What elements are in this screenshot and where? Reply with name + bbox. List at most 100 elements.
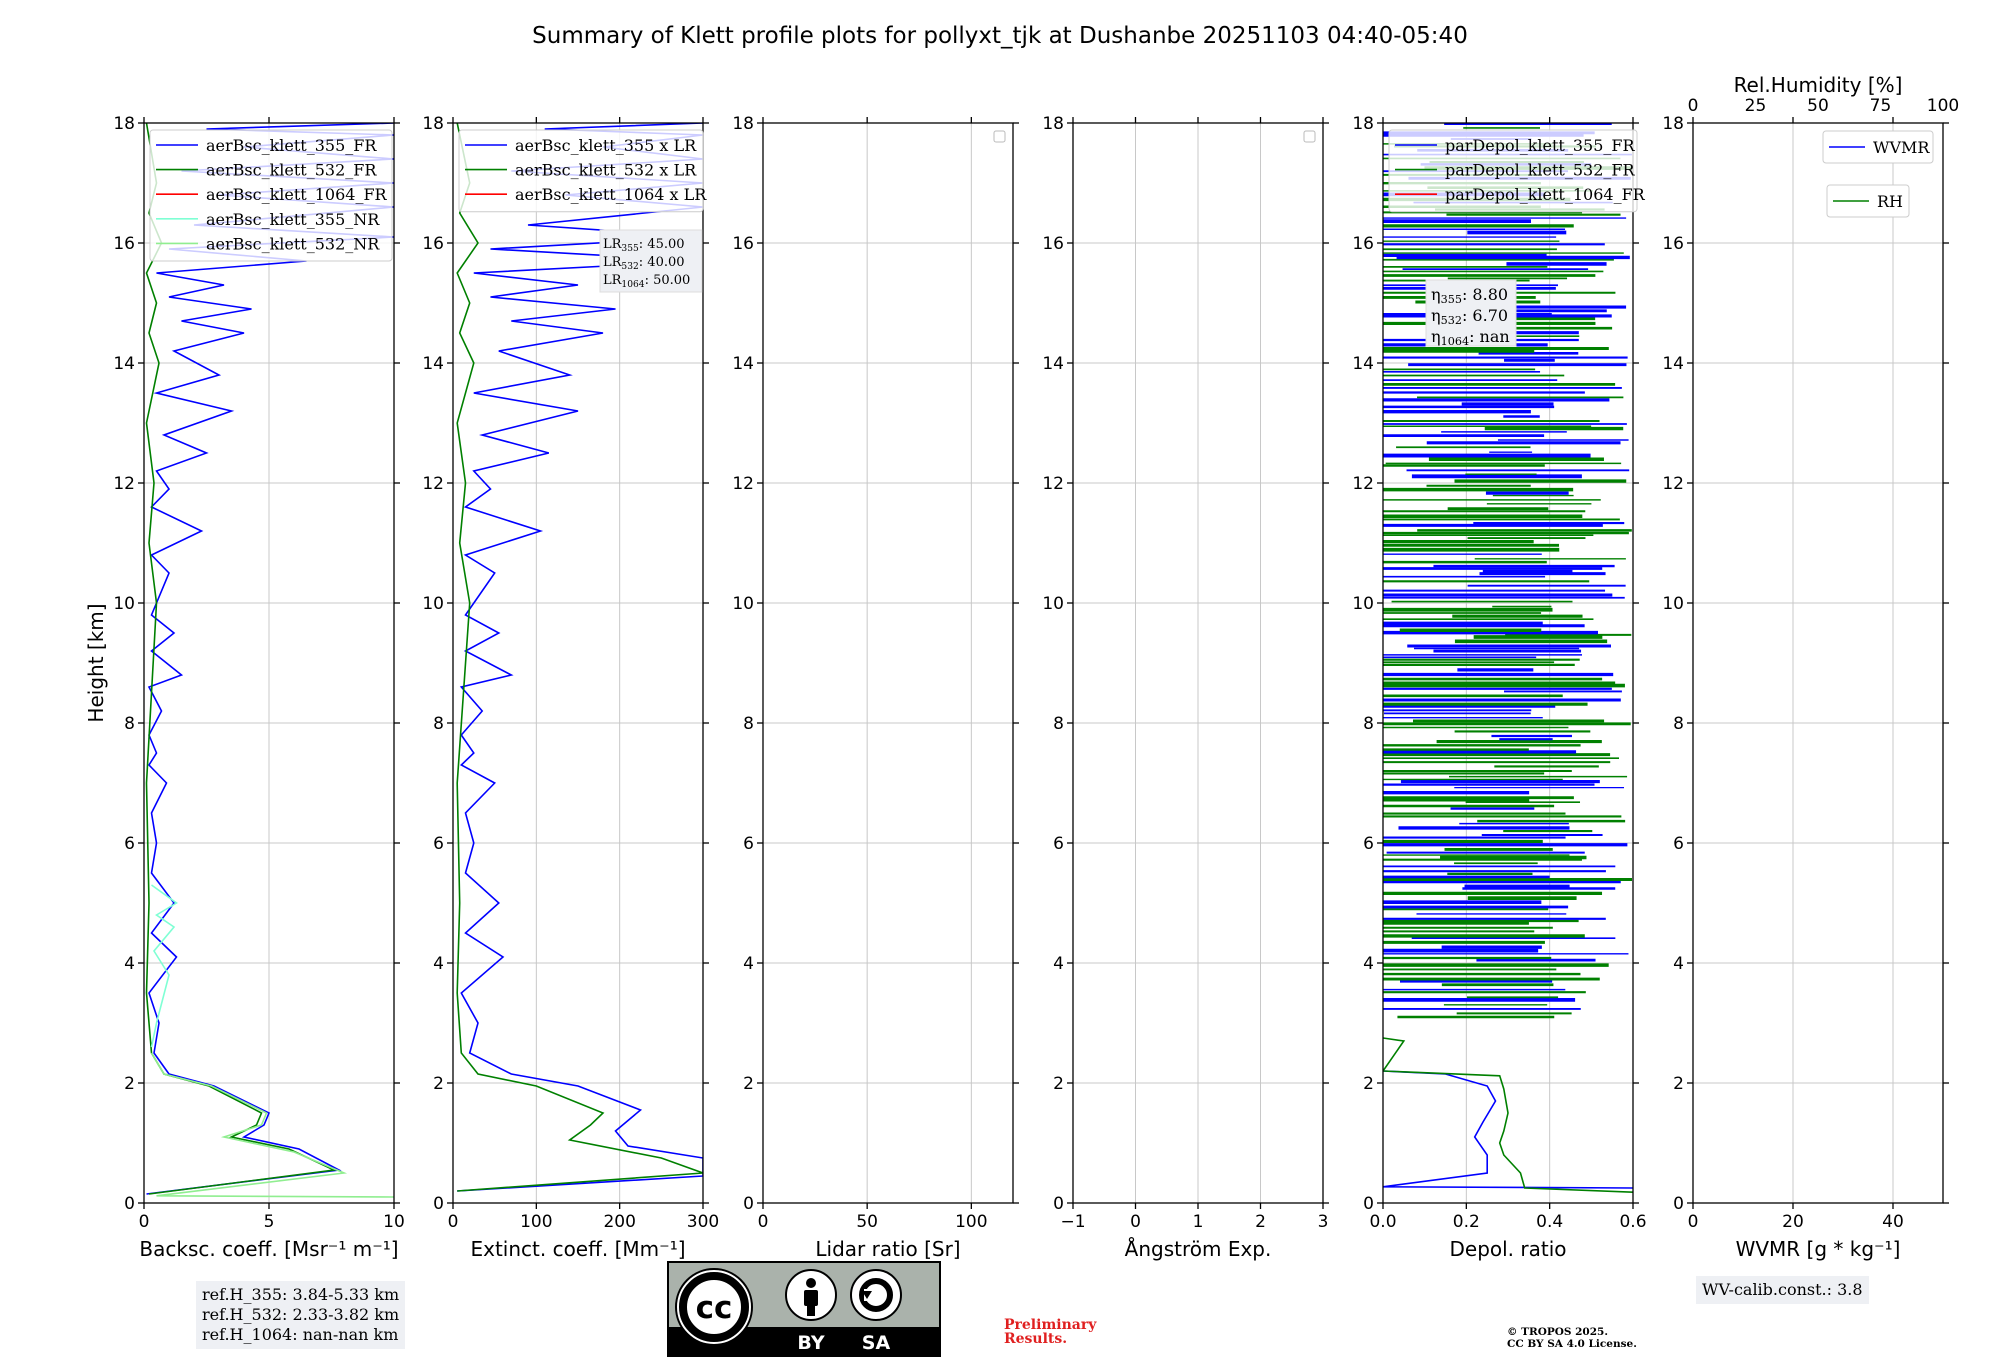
x-tick-label: 20 xyxy=(1782,1212,1804,1232)
y-tick-label: 16 xyxy=(422,234,444,254)
y-tick-label: 2 xyxy=(433,1074,444,1094)
rh-tick-label: 100 xyxy=(1927,96,1959,116)
x-tick-label: 0 xyxy=(139,1212,150,1232)
gridlines-wvmr xyxy=(1692,122,1943,1204)
preliminary-note: Preliminary Results. xyxy=(1004,1318,1096,1346)
legend-label: aerBsc_klett_355_FR xyxy=(206,136,377,155)
y-tick-label: 16 xyxy=(1662,234,1684,254)
y-tick-label: 14 xyxy=(732,354,754,374)
legend-label: parDepol_klett_532_FR xyxy=(1445,161,1636,180)
empty-legend-box xyxy=(993,130,1006,143)
y-tick-label: 12 xyxy=(113,474,135,494)
y-tick-label: 14 xyxy=(1662,354,1684,374)
y-tick-label: 18 xyxy=(1042,114,1064,134)
x-axis-label: Lidar ratio [Sr] xyxy=(815,1237,960,1261)
wv-calib-box: WV-calib.const.: 3.8 xyxy=(1696,1276,1869,1304)
series-aerBsc_klett_355_NR xyxy=(150,884,178,1048)
rh-tick-label: 0 xyxy=(1688,96,1699,116)
y-tick-label: 6 xyxy=(743,834,754,854)
y-tick-label: 18 xyxy=(422,114,444,134)
series-group-depol xyxy=(1383,123,1633,1193)
series-aerBsc_klett_532 x LR xyxy=(456,123,703,1192)
axes-frame-lidar_ratio xyxy=(762,122,1014,1204)
axes-frame-depol xyxy=(1382,122,1634,1204)
y-tick-label: 4 xyxy=(124,954,135,974)
y-tick-label: 0 xyxy=(124,1194,135,1214)
x-tick-label: 50 xyxy=(856,1212,878,1232)
series-group-backscatter xyxy=(145,123,394,1198)
y-tick-label: 12 xyxy=(732,474,754,494)
axes-frame-extinction xyxy=(452,122,704,1204)
y-tick-label: 2 xyxy=(743,1074,754,1094)
y-tick-label: 2 xyxy=(1363,1074,1374,1094)
lr-value-1064: LR1064: 50.00 xyxy=(603,273,690,290)
ref-height-532: ref.H_532: 2.33-3.82 km xyxy=(202,1305,400,1324)
y-tick-label: 16 xyxy=(1352,234,1374,254)
series-parDepol_klett_532_FR xyxy=(1383,1037,1633,1193)
gridlines-backscatter xyxy=(143,122,395,1204)
y-tick-label: 8 xyxy=(1673,714,1684,734)
rh-tick-label: 25 xyxy=(1745,96,1767,116)
x-tick-label: 40 xyxy=(1882,1212,1904,1232)
y-tick-label: 0 xyxy=(1053,1194,1064,1214)
series-aerBsc_klett_532_FR xyxy=(145,123,337,1195)
y-tick-label: 12 xyxy=(422,474,444,494)
series-aerBsc_klett_355_FR xyxy=(146,123,394,1195)
x-tick-label: 0 xyxy=(1130,1212,1141,1232)
by-text: BY xyxy=(797,1332,824,1354)
y-tick-label: 14 xyxy=(113,354,135,374)
legend-label: RH xyxy=(1877,192,1903,211)
legend-label: aerBsc_klett_355 x LR xyxy=(515,136,697,155)
figure-title: Summary of Klett profile plots for polly… xyxy=(532,23,1468,49)
copyright-line-1: © TROPOS 2025. xyxy=(1507,1326,1609,1338)
y-tick-label: 12 xyxy=(1042,474,1064,494)
x-tick-label: 0 xyxy=(448,1212,459,1232)
x-tick-label: 0.2 xyxy=(1453,1212,1480,1232)
y-tick-label: 10 xyxy=(1662,594,1684,614)
empty-legend-box xyxy=(1303,130,1316,143)
y-tick-label: 0 xyxy=(433,1194,444,1214)
x-tick-label: 10 xyxy=(383,1212,405,1232)
y-tick-label: 0 xyxy=(1673,1194,1684,1214)
y-tick-label: 2 xyxy=(124,1074,135,1094)
panel-depol: 0 2 4 6 8 10 12 14 16 18 0.0 0.2 0.4 0.6 Depol. ratio p… xyxy=(1352,114,1646,1261)
series-aerBsc_klett_532_NR xyxy=(150,1052,394,1198)
x-tick-label: 5 xyxy=(264,1212,275,1232)
rh-axis-label: Rel.Humidity [%] xyxy=(1734,73,1903,97)
x-axis-label: Extinct. coeff. [Mm⁻¹] xyxy=(470,1237,685,1261)
y-tick-label: 6 xyxy=(1053,834,1064,854)
ref-height-355: ref.H_355: 3.84-5.33 km xyxy=(202,1285,400,1304)
x-axis-label: Ångström Exp. xyxy=(1125,1237,1272,1261)
preliminary-line-2: Results. xyxy=(1004,1331,1068,1347)
cc-by-sa-logo: cc BY SA xyxy=(667,1261,941,1357)
y-tick-label: 8 xyxy=(433,714,444,734)
legend-depol: parDepol_klett_355_FR parDepol_klett_532_… xyxy=(1388,129,1646,213)
legend-label: parDepol_klett_355_FR xyxy=(1445,136,1636,155)
series-parDepol_klett_355_FR xyxy=(1383,1070,1633,1189)
y-tick-label: 4 xyxy=(1673,954,1684,974)
x-axis-label: Backsc. coeff. [Msr⁻¹ m⁻¹] xyxy=(139,1237,398,1261)
x-tick-label: 0.6 xyxy=(1619,1212,1646,1232)
y-tick-label: 12 xyxy=(1352,474,1374,494)
legend-label: aerBsc_klett_532 x LR xyxy=(515,161,697,180)
x-tick-label: 300 xyxy=(687,1212,719,1232)
y-tick-label: 4 xyxy=(433,954,444,974)
legend-extinction: aerBsc_klett_355 x LR aerBsc_klett_532 x … xyxy=(458,129,707,213)
x-tick-label: 1 xyxy=(1193,1212,1204,1232)
legend-box xyxy=(149,129,393,262)
lr-box-bg xyxy=(599,229,703,293)
legend-box xyxy=(458,129,704,213)
x-tick-label: −1 xyxy=(1060,1212,1085,1232)
copyright-line-2: CC BY SA 4.0 License. xyxy=(1507,1338,1637,1350)
eta-value-355: η355: 8.80 xyxy=(1431,285,1508,306)
legend-label: aerBsc_klett_532_NR xyxy=(206,234,380,253)
y-tick-label: 14 xyxy=(1352,354,1374,374)
preliminary-line-1: Preliminary xyxy=(1004,1317,1097,1333)
y-tick-label: 16 xyxy=(113,234,135,254)
y-tick-label: 18 xyxy=(1662,114,1684,134)
y-tick-label: 10 xyxy=(113,594,135,614)
